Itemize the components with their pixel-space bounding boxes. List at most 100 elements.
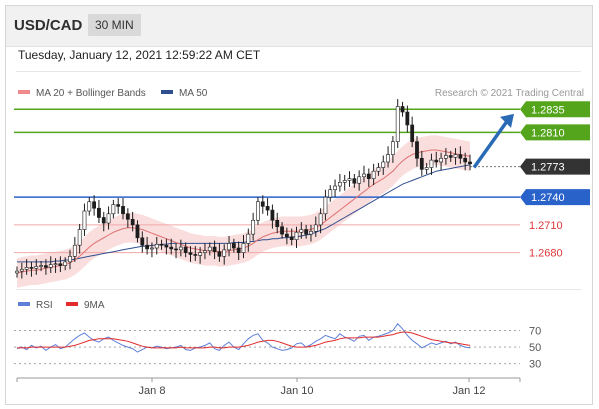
ma9-swatch	[66, 302, 78, 307]
candle-body	[448, 155, 453, 158]
candle-body	[309, 231, 313, 235]
ma20-swatch	[18, 90, 30, 95]
price-label-resistance: 1.2835	[531, 104, 565, 116]
candle-body	[207, 246, 212, 252]
candle-body	[337, 182, 342, 187]
candle-body	[299, 229, 304, 233]
candle-body	[342, 180, 347, 183]
ma50-swatch	[161, 90, 173, 95]
candle-body	[366, 173, 371, 179]
price-tag-resistance	[520, 101, 590, 118]
candle-body	[419, 157, 424, 170]
candle-body	[328, 189, 333, 198]
rsi-tick-label: 70	[529, 325, 541, 337]
rsi-line	[16, 323, 471, 353]
candle-body	[29, 267, 34, 269]
candle-body	[24, 267, 29, 270]
symbol-title: USD/CAD	[14, 17, 83, 34]
candle-body	[97, 207, 101, 218]
candle-body	[294, 231, 299, 240]
candle-body	[212, 246, 217, 252]
candle-body	[154, 244, 159, 249]
ma9-line	[17, 331, 471, 349]
rsi-tick-label: 30	[529, 359, 541, 371]
candle-body	[275, 219, 280, 228]
candle-body	[217, 251, 222, 257]
candle-body	[313, 224, 318, 232]
credit-text: Research © 2021 Trading Central	[434, 88, 584, 99]
candle-body	[270, 209, 275, 221]
candle-body	[164, 244, 169, 248]
candle-body	[424, 167, 429, 170]
candle-body	[251, 219, 256, 235]
candle-body	[82, 210, 87, 230]
candle-body	[130, 219, 135, 226]
candle-body	[72, 244, 77, 257]
candle-body	[140, 237, 145, 246]
candle-body	[246, 233, 251, 244]
candle-body	[111, 204, 116, 215]
candle-body	[174, 248, 178, 251]
x-tick-label: Jan 8	[139, 385, 166, 397]
rsi-label: RSI	[36, 300, 53, 311]
candle-body	[178, 246, 183, 251]
price-label-target: 1.2680	[529, 248, 563, 260]
timeframe-badge: 30 MIN	[88, 14, 141, 36]
x-tick-label: Jan 12	[452, 385, 485, 397]
legend-9ma: 9MA	[66, 300, 105, 311]
legend-ma20: MA 20 + Bollinger Bands	[18, 88, 146, 99]
candle-body	[318, 213, 323, 226]
candle-body	[395, 106, 400, 142]
candle-body	[415, 141, 419, 159]
forecast-arrow-head	[500, 113, 514, 128]
candle-body	[284, 233, 289, 238]
candle-body	[453, 154, 458, 158]
candle-body	[390, 141, 395, 155]
candle-body	[429, 159, 434, 168]
candle-body	[468, 161, 472, 165]
candle-body	[198, 252, 203, 256]
candle-body	[376, 167, 381, 172]
chart-header: USD/CAD 30 MIN	[6, 6, 592, 47]
ma9-label: 9MA	[84, 300, 105, 311]
candle-body	[256, 201, 260, 221]
candle-body	[48, 264, 53, 268]
candle-body	[444, 155, 448, 159]
candle-body	[434, 159, 439, 163]
candle-body	[159, 244, 164, 246]
candle-body	[231, 243, 236, 249]
forecast-arrow-shaft	[472, 118, 510, 169]
candle-body	[101, 217, 106, 224]
candle-body	[236, 247, 241, 253]
candle-body	[357, 176, 362, 184]
candle-body	[188, 252, 193, 255]
pane-divider	[16, 289, 581, 290]
candle-body	[121, 206, 125, 215]
candle-body	[386, 154, 390, 163]
candle-body	[260, 201, 265, 207]
candle-body	[39, 265, 43, 267]
candle-body	[371, 170, 376, 179]
candle-body	[63, 261, 68, 266]
candle-body	[15, 270, 19, 274]
candle-body	[125, 213, 130, 220]
x-tick-label: Jan 10	[280, 385, 313, 397]
candle-body	[150, 247, 154, 250]
candle-body	[333, 185, 337, 191]
candle-body	[58, 263, 63, 266]
candle-body	[352, 178, 357, 184]
candle-body	[87, 201, 92, 212]
price-tag-current	[520, 158, 590, 175]
candle-body	[92, 201, 97, 209]
candle-body	[34, 266, 39, 269]
candle-body	[458, 154, 463, 159]
candle-body	[410, 124, 415, 142]
candle-body	[44, 265, 48, 268]
candle-body	[116, 204, 121, 207]
candle-body	[227, 243, 231, 251]
rsi-swatch	[18, 302, 30, 307]
candle-body	[289, 236, 294, 240]
candle-body	[193, 254, 198, 256]
candle-body	[53, 263, 58, 266]
